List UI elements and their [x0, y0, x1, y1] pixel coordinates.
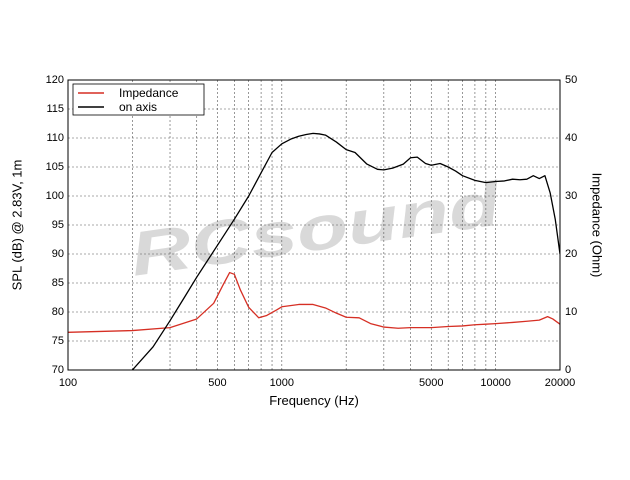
watermark-text: RCsound — [126, 168, 506, 289]
plot-frame — [67, 79, 561, 371]
y-tick-label: 75 — [52, 335, 64, 347]
y2-tick-label: 40 — [565, 132, 577, 144]
y-tick-label: 115 — [46, 103, 64, 115]
legend-label-on-axis: on axis — [119, 100, 157, 114]
x-tick-label: 20000 — [545, 377, 576, 389]
y-tick-label: 70 — [52, 364, 64, 376]
legend-label-impedance: Impedance — [119, 86, 179, 100]
y2-tick-label: 50 — [565, 74, 577, 86]
x-tick-label: 100 — [59, 377, 77, 389]
legend-box — [72, 83, 205, 116]
y-axis-title: SPL (dB) @ 2.83V, 1m — [10, 160, 25, 291]
x-tick-label: 5000 — [419, 377, 443, 389]
y-tick-label: 90 — [52, 248, 64, 260]
x-axis-title: Frequency (Hz) — [269, 393, 359, 408]
x-tick-label: 10000 — [480, 377, 511, 389]
y2-tick-label: 10 — [565, 306, 577, 318]
y-tick-label: 95 — [52, 219, 64, 231]
legend: Impedance on axis — [72, 83, 205, 116]
y-tick-label: 85 — [52, 277, 64, 289]
y-axis-ticks: 70 75 80 85 90 95 100 105 110 115 120 — [46, 74, 64, 376]
y-tick-label: 105 — [46, 161, 64, 173]
series-line-on-axis — [131, 132, 560, 370]
y-tick-label: 110 — [46, 132, 64, 144]
series — [68, 132, 560, 370]
y2-tick-label: 20 — [565, 248, 577, 260]
y2-axis-ticks: 0 10 20 30 40 50 — [565, 74, 577, 376]
grid — [68, 80, 560, 370]
y2-tick-label: 30 — [565, 190, 577, 202]
y2-tick-label: 0 — [565, 364, 571, 376]
y2-axis-title: Impedance (Ohm) — [590, 173, 605, 278]
y-tick-label: 120 — [46, 74, 64, 86]
y-tick-label: 100 — [46, 190, 64, 202]
y-tick-label: 80 — [52, 306, 64, 318]
x-tick-label: 500 — [208, 377, 226, 389]
x-axis-ticks: 100 500 1000 5000 10000 20000 — [59, 377, 575, 389]
watermark: RCsound — [126, 168, 506, 289]
x-tick-label: 1000 — [270, 377, 294, 389]
series-line-impedance — [68, 271, 560, 333]
